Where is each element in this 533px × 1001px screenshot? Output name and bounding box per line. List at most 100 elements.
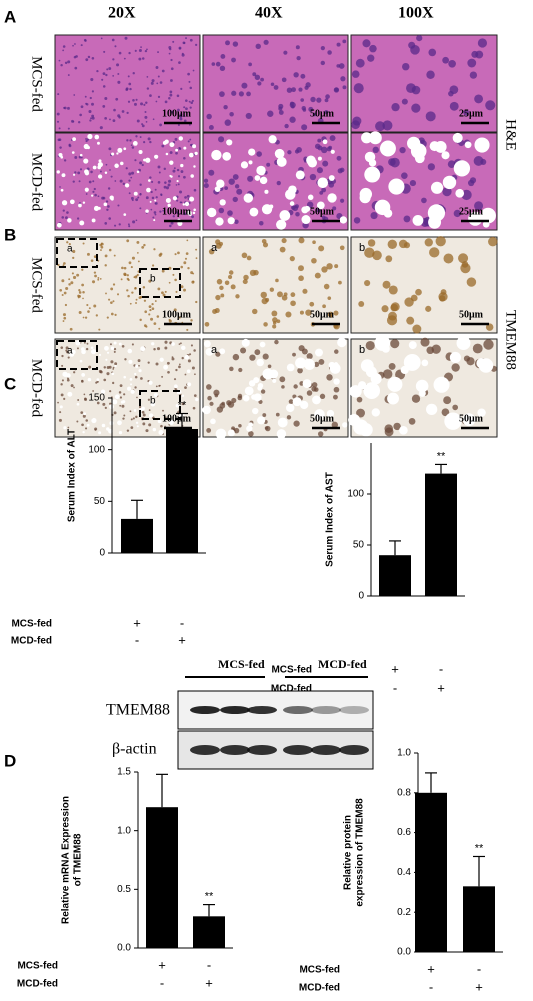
nucleus [291,87,296,93]
nucleus [370,211,378,220]
nucleus [89,119,92,122]
significance: ** [475,842,484,854]
panel-label: B [4,225,16,244]
nucleus [155,196,158,199]
vacuole [279,210,291,221]
vacuole [374,335,391,351]
western-blot: MCS-fed MCD-fed TMEM88 β-actin [106,657,374,770]
nucleus [141,124,145,128]
nucleus [92,390,94,392]
nucleus [86,138,90,141]
nucleus [426,70,435,80]
nucleus [153,322,157,325]
nucleus [296,147,302,153]
nucleus [91,102,94,106]
nucleus [333,386,340,393]
nucleus [218,207,225,214]
nucleus [127,75,130,78]
condition-label: MCD-fed [11,636,52,647]
nucleus [118,391,122,394]
nucleus [301,124,308,131]
nucleus [274,339,279,345]
condition-mark: + [133,615,141,630]
nucleus [229,111,234,117]
nucleus [158,384,161,387]
nucleus [320,60,326,66]
vacuole [169,174,172,177]
nucleus [311,382,318,388]
nucleus [372,146,379,154]
nucleus [185,252,189,255]
nucleus [203,178,209,183]
vacuole [168,419,174,425]
vacuole [124,183,130,188]
nucleus [293,384,298,389]
nucleus [338,280,342,285]
vacuole [214,186,221,193]
nucleus [79,168,83,171]
condition-mark: + [437,680,445,695]
nucleus [246,255,252,261]
nucleus [73,371,76,374]
nucleus [150,208,153,211]
nucleus [119,179,123,183]
nucleus [263,322,268,327]
nucleus [326,146,332,152]
nucleus [278,106,283,111]
nucleus [401,98,408,105]
vacuole [138,369,142,373]
vacuole [171,342,175,346]
nucleus [178,365,181,369]
nucleus [241,252,248,259]
vacuole [192,211,196,215]
nucleus [141,410,145,414]
vacuole [219,348,226,355]
nucleus [167,183,171,187]
vacuole [130,389,135,394]
nucleus [104,254,108,258]
y-tick-label: 0.6 [397,827,411,838]
nucleus [99,370,103,374]
nucleus [231,397,237,403]
nucleus [62,49,65,52]
nucleus [192,272,195,275]
nucleus [162,409,164,412]
vacuole [269,369,279,379]
nucleus [71,272,74,275]
nucleus [110,287,114,291]
nucleus [208,248,215,255]
vacuole [71,151,75,154]
nucleus [261,238,267,244]
nucleus [59,411,62,414]
vacuole [133,409,137,412]
nucleus [466,277,477,287]
nucleus [305,82,311,88]
nucleus [232,353,240,361]
bar [146,807,178,948]
nucleus [164,100,168,104]
vacuole [317,156,322,161]
nucleus [122,182,126,186]
nucleus [94,428,97,431]
vacuole [134,372,137,376]
panel-label: C [4,374,16,393]
vacuole [363,382,381,399]
nucleus [142,286,146,289]
vacuole [219,199,226,206]
condition-mark: + [178,632,186,647]
row-label: MCS-fed [29,257,45,313]
nucleus [164,340,168,344]
vacuole [69,199,75,205]
nucleus [262,353,269,360]
nucleus [180,87,183,90]
nucleus [170,110,174,114]
vacuole [227,429,235,437]
nucleus [208,169,215,176]
nucleus [372,250,382,261]
nucleus [106,208,109,212]
nucleus [189,138,192,141]
nucleus [388,158,396,166]
vacuole [86,423,90,427]
vacuole [254,175,261,181]
nucleus [182,41,186,45]
